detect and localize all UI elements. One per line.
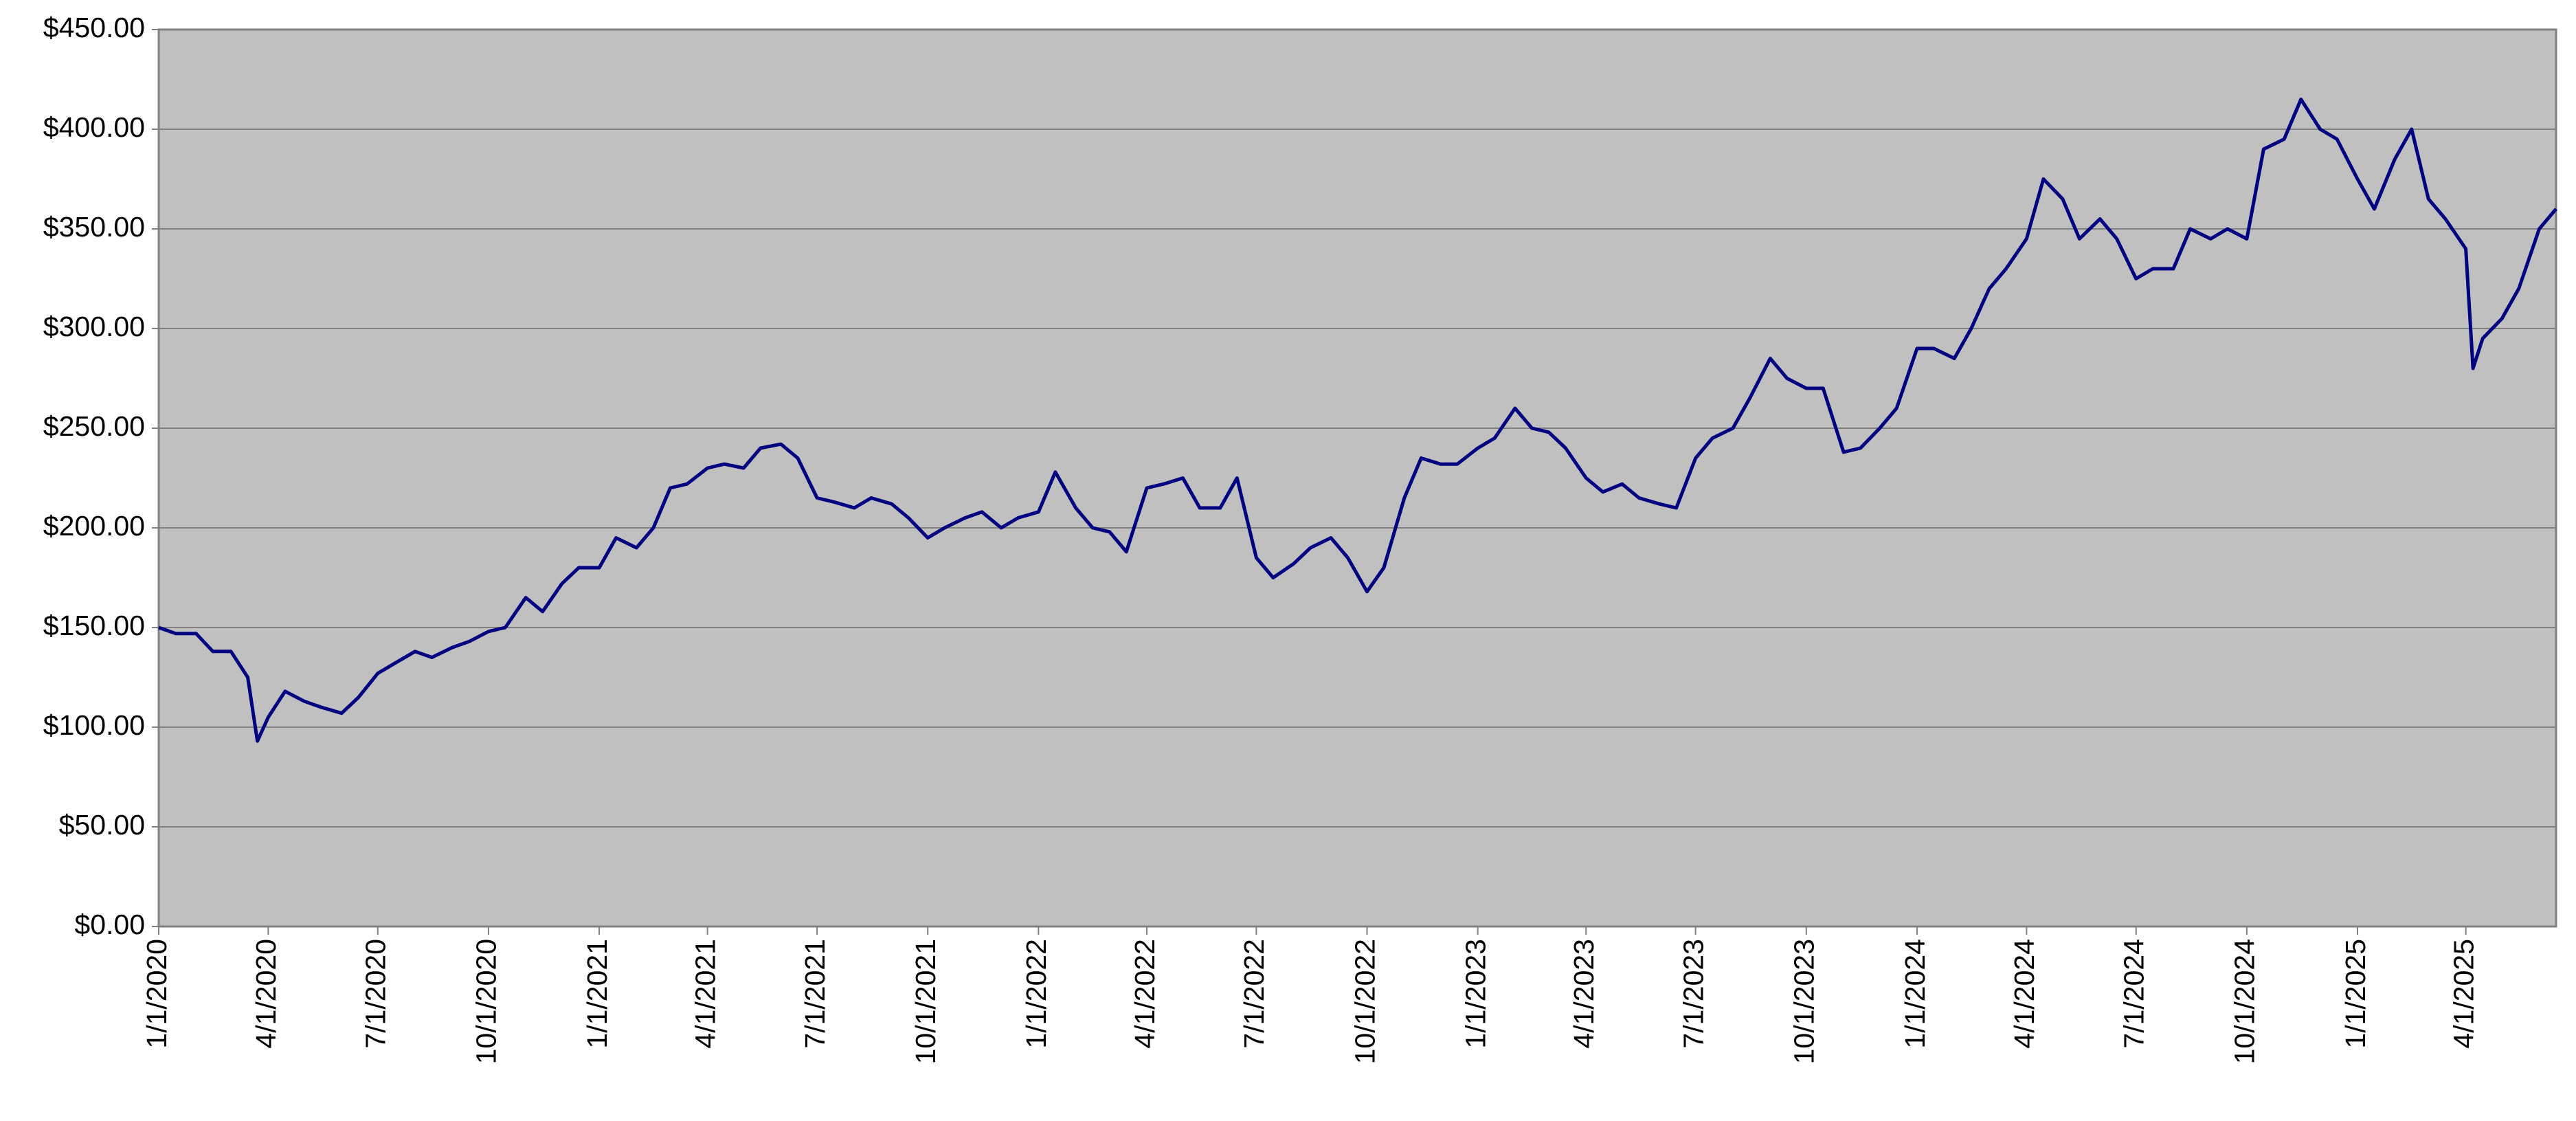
y-tick-label: $200.00 — [43, 510, 145, 542]
x-tick-label: 1/1/2021 — [581, 939, 613, 1049]
price-line — [158, 98, 2557, 743]
x-tick-label: 4/1/2021 — [690, 939, 721, 1049]
plot-area — [157, 28, 2557, 928]
x-tick-label: 1/1/2024 — [1899, 939, 1931, 1049]
y-tick-label: $400.00 — [43, 111, 145, 143]
x-tick-label: 10/1/2022 — [1349, 939, 1380, 1064]
x-tick-label: 1/1/2020 — [141, 939, 172, 1049]
x-tick-label: 4/1/2024 — [2008, 939, 2040, 1049]
y-tick-label: $250.00 — [43, 410, 145, 442]
y-tick-label: $450.00 — [43, 12, 145, 43]
x-tick-label: 1/1/2023 — [1459, 939, 1491, 1049]
x-tick-label: 7/1/2022 — [1238, 939, 1270, 1049]
x-tick-label: 10/1/2024 — [2229, 939, 2261, 1064]
y-tick-label: $350.00 — [43, 211, 145, 243]
x-tick-label: 10/1/2020 — [471, 939, 502, 1064]
x-tick-label: 1/1/2022 — [1020, 939, 1052, 1049]
y-tick-label: $0.00 — [74, 909, 145, 940]
x-tick-label: 7/1/2023 — [1678, 939, 1710, 1049]
y-tick-label: $100.00 — [43, 709, 145, 741]
x-tick-label: 1/1/2025 — [2340, 939, 2371, 1049]
x-tick-label: 4/1/2023 — [1568, 939, 1600, 1049]
y-tick-label: $300.00 — [43, 311, 145, 342]
x-tick-label: 7/1/2020 — [360, 939, 392, 1049]
x-tick-label: 10/1/2021 — [910, 939, 941, 1064]
x-tick-label: 4/1/2022 — [1129, 939, 1161, 1049]
x-tick-label: 7/1/2024 — [2118, 939, 2150, 1049]
y-tick-label: $150.00 — [43, 610, 145, 641]
x-tick-label: 4/1/2020 — [250, 939, 282, 1049]
x-tick-label: 4/1/2025 — [2448, 939, 2479, 1049]
x-tick-label: 10/1/2023 — [1789, 939, 1820, 1064]
x-tick-label: 7/1/2021 — [799, 939, 831, 1049]
y-tick-label: $50.00 — [59, 809, 145, 841]
